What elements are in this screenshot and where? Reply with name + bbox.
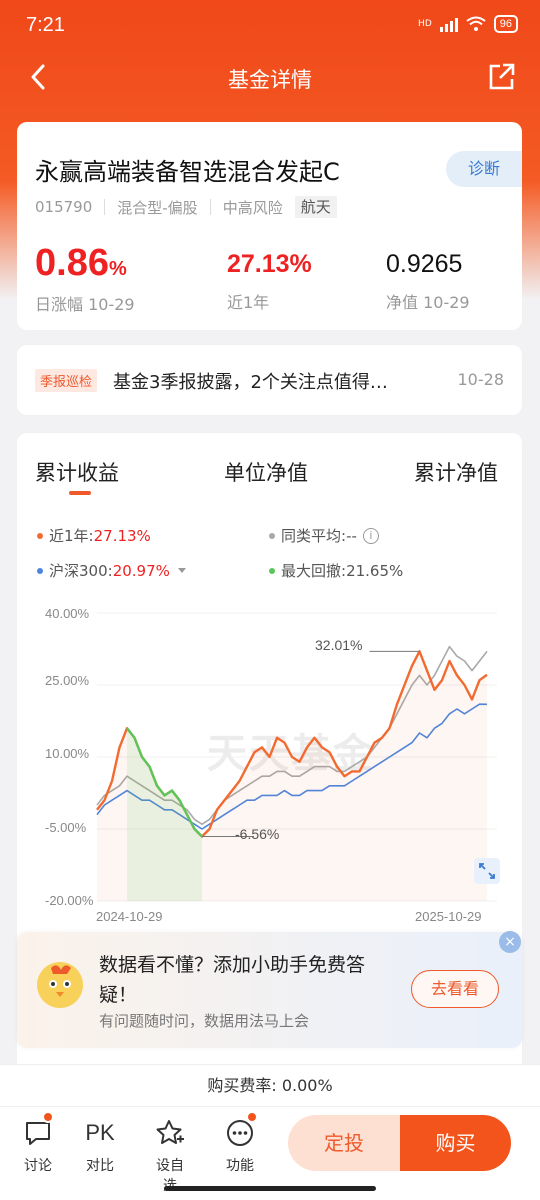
page-title: 基金详情 <box>228 68 312 92</box>
min-annotation: -6.56% <box>235 826 280 842</box>
legend-peer-label: 同类平均: <box>281 527 347 545</box>
cellular-signal-icon <box>439 16 458 32</box>
legend-peer-dot <box>269 532 275 539</box>
performance-chart[interactable] <box>17 433 522 953</box>
promo-go-button[interactable]: 去看看 <box>411 970 499 1008</box>
legend-index-value: 20.97% <box>112 561 170 580</box>
bottom-bar: 讨论 PK 对比 设自选 功能 定投 购买 <box>0 1106 540 1200</box>
fund-code: 015790 <box>35 198 93 216</box>
legend-fund-label: 近1年: <box>49 527 94 545</box>
compare-label: 对比 <box>86 1158 114 1174</box>
fund-info-card: 永赢高端装备智选混合发起C 诊断 015790 混合型-偏股 中高风险 航天 0… <box>17 122 522 330</box>
tab-cumulative-nav[interactable]: 累计净值 <box>414 461 498 485</box>
news-text: 基金3季报披露，2个关注点值得… <box>113 372 388 393</box>
x-axis-end-label: 2025-10-29 <box>415 909 482 924</box>
promo-title: 数据看不懂？添加小助手免费答疑！ <box>99 954 366 1006</box>
fund-tags: 015790 混合型-偏股 中高风险 航天 <box>35 196 337 218</box>
tab-cumulative-return[interactable]: 累计收益 <box>35 461 119 485</box>
legend-index-label: 沪深300: <box>49 562 113 580</box>
mascot-icon <box>37 962 83 1008</box>
nav-label: 净值 10-29 <box>386 293 470 312</box>
news-date: 10-28 <box>457 370 505 389</box>
legend-fund-dot <box>37 532 43 539</box>
purchase-fee: 购买费率: 0.00% <box>0 1064 540 1106</box>
expand-icon[interactable] <box>474 858 500 884</box>
notification-dot <box>246 1111 258 1123</box>
wifi-icon <box>466 16 486 31</box>
back-icon[interactable] <box>22 60 56 94</box>
battery-icon: 96 <box>493 15 518 33</box>
buy-button[interactable]: 购买 <box>400 1115 511 1171</box>
legend-drawdown-dot <box>269 567 275 574</box>
tab-indicator <box>69 491 91 495</box>
legend-index-dot <box>37 567 43 574</box>
status-icons: HD 96 <box>418 15 518 33</box>
legend-peer-value: -- <box>346 526 357 545</box>
fund-type: 混合型-偏股 <box>117 198 198 217</box>
chevron-down-icon[interactable] <box>177 568 186 573</box>
y-tick-label: 40.00% <box>45 606 90 621</box>
chat-icon <box>26 1122 50 1145</box>
legend-drawdown-value: 21.65% <box>346 561 404 580</box>
daily-change-value: 0.86 <box>35 242 109 284</box>
share-icon[interactable] <box>484 60 518 94</box>
news-card[interactable]: 季报巡检 基金3季报披露，2个关注点值得… 10-28 <box>17 345 522 415</box>
drawdown-area <box>127 728 202 901</box>
x-axis-start-label: 2024-10-29 <box>96 909 163 924</box>
status-time: 7:21 <box>26 14 65 36</box>
add-watchlist-button[interactable]: 设自选 <box>150 1117 190 1195</box>
legend-fund-value: 27.13% <box>93 526 151 545</box>
discuss-label: 讨论 <box>24 1158 52 1174</box>
daily-change-unit: % <box>108 258 127 280</box>
drawdown-line <box>126 727 203 838</box>
status-bar: 7:21 HD 96 <box>0 0 540 50</box>
functions-label: 功能 <box>226 1158 254 1174</box>
fund-theme-tag[interactable]: 航天 <box>294 196 337 218</box>
daily-change-label: 日涨幅 10-29 <box>35 295 135 314</box>
legend-peer: 同类平均: -- i <box>269 525 379 546</box>
year-return-value: 27.13% <box>227 250 312 278</box>
more-icon <box>227 1120 253 1146</box>
compare-button[interactable]: PK 对比 <box>80 1117 120 1175</box>
y-tick-label: 25.00% <box>45 673 90 688</box>
star-plus-icon <box>156 1120 184 1144</box>
tab-unit-nav[interactable]: 单位净值 <box>224 461 308 485</box>
series-line-peer <box>96 645 488 826</box>
close-icon[interactable]: × <box>499 931 521 953</box>
legend-fund: 近1年: 27.13% <box>37 525 151 546</box>
legend-drawdown: 最大回撤: 21.65% <box>269 560 403 581</box>
y-tick-label: -5.00% <box>45 820 87 835</box>
year-return-metric: 27.13% 近1年 <box>227 250 312 313</box>
assistant-promo-banner[interactable]: 数据看不懂？添加小助手免费答疑！ 有问题随时问，数据用法马上会 去看看 <box>17 932 522 1048</box>
news-tag: 季报巡检 <box>35 369 98 392</box>
nav-bar: 基金详情 <box>0 52 540 102</box>
info-icon[interactable]: i <box>362 527 379 544</box>
series-line-index <box>96 703 488 830</box>
y-tick-label: -20.00% <box>45 893 94 908</box>
nav-metric: 0.9265 净值 10-29 <box>386 250 470 313</box>
functions-button[interactable]: 功能 <box>220 1111 260 1175</box>
fund-area <box>97 651 487 901</box>
hd-badge: HD <box>418 19 432 29</box>
fund-risk: 中高风险 <box>222 198 283 217</box>
daily-change-metric: 0.86% 日涨幅 10-29 <box>35 242 135 315</box>
promo-subtitle: 有问题随时问，数据用法马上会 <box>99 1012 310 1030</box>
legend-drawdown-label: 最大回撤: <box>281 562 347 580</box>
discuss-button[interactable]: 讨论 <box>18 1111 58 1175</box>
year-return-label: 近1年 <box>227 293 270 312</box>
y-tick-label: 10.00% <box>45 746 90 761</box>
legend-index[interactable]: 沪深300: 20.97% <box>37 560 186 581</box>
dingtou-button[interactable]: 定投 <box>288 1115 400 1171</box>
pk-icon: PK <box>85 1120 115 1145</box>
max-annotation: 32.01% <box>315 637 363 653</box>
nav-value: 0.9265 <box>386 250 463 278</box>
home-indicator <box>164 1186 376 1191</box>
diagnose-button[interactable]: 诊断 <box>446 151 522 187</box>
notification-dot <box>42 1111 54 1123</box>
fund-name: 永赢高端装备智选混合发起C <box>35 158 340 186</box>
